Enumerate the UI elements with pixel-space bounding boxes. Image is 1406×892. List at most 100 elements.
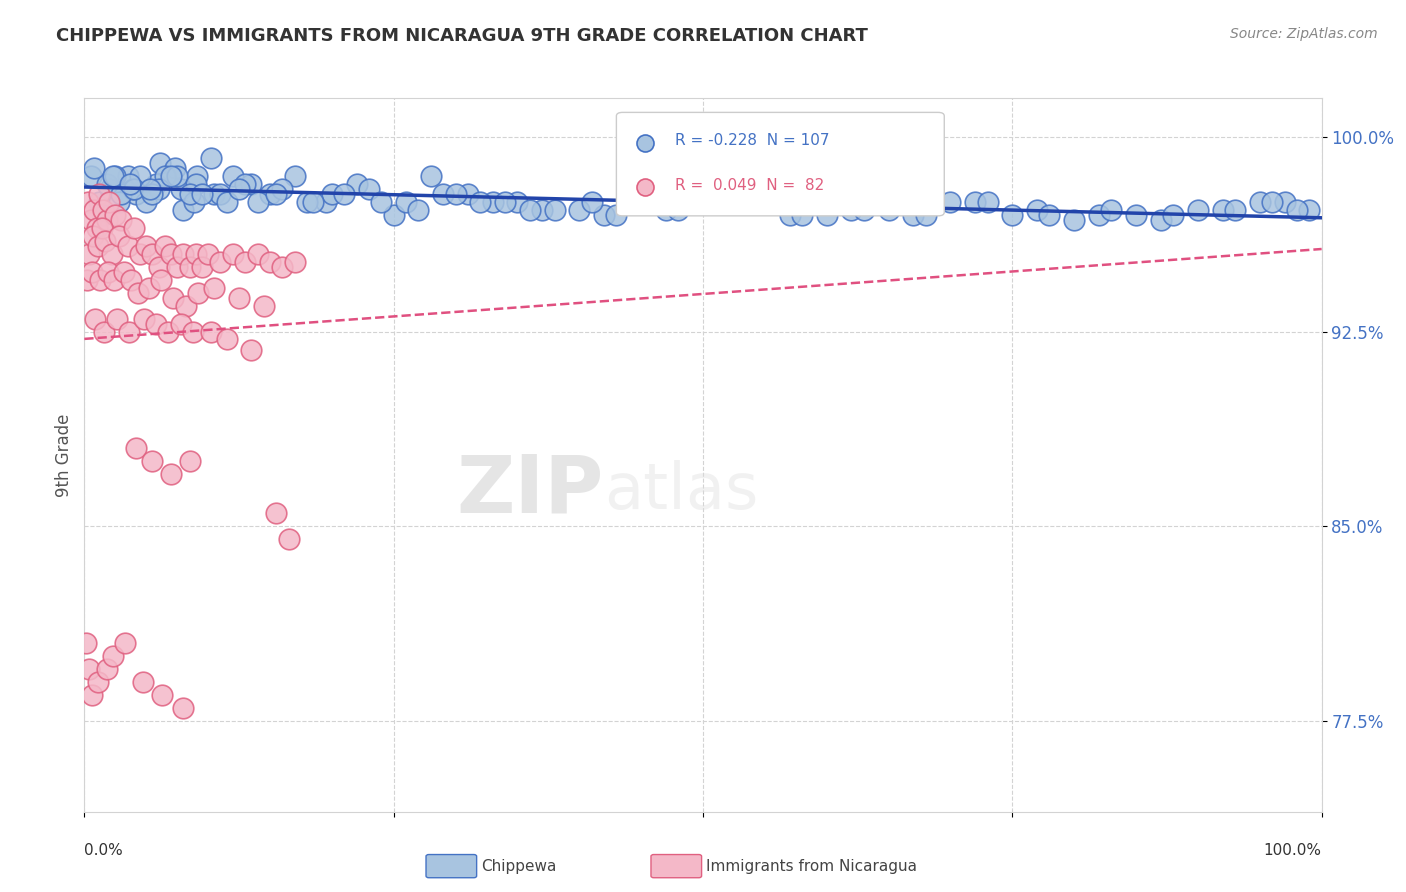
Point <box>259 187 281 202</box>
Point <box>370 194 392 209</box>
Point <box>148 260 170 274</box>
Point <box>302 194 325 209</box>
Point <box>127 285 149 300</box>
Point <box>172 247 194 261</box>
Point <box>259 254 281 268</box>
Point <box>186 169 208 183</box>
Point <box>519 202 541 217</box>
Point <box>104 208 127 222</box>
Point <box>135 239 157 253</box>
Point <box>1125 208 1147 222</box>
Text: CHIPPEWA VS IMMIGRANTS FROM NICARAGUA 9TH GRADE CORRELATION CHART: CHIPPEWA VS IMMIGRANTS FROM NICARAGUA 9T… <box>56 27 868 45</box>
Point <box>117 239 139 253</box>
Point <box>284 254 307 268</box>
Point <box>170 317 193 331</box>
Point <box>132 311 155 326</box>
Text: 0.0%: 0.0% <box>84 843 124 858</box>
Point <box>179 454 201 468</box>
Point <box>104 169 127 183</box>
Point <box>200 151 222 165</box>
Point <box>89 187 111 202</box>
Point <box>202 187 225 202</box>
Point <box>105 311 128 326</box>
Point <box>187 285 209 300</box>
Point <box>79 169 101 183</box>
Point <box>264 187 287 202</box>
Point <box>89 273 111 287</box>
Point <box>170 182 193 196</box>
Point <box>1274 194 1296 209</box>
Point <box>222 247 245 261</box>
Point <box>852 202 875 217</box>
Point <box>815 208 838 222</box>
Point <box>96 177 118 191</box>
Point <box>215 333 238 347</box>
Point <box>976 194 998 209</box>
Point <box>382 208 405 222</box>
Point <box>172 202 194 217</box>
Point <box>97 265 120 279</box>
Point <box>149 156 172 170</box>
Point <box>121 182 143 196</box>
Point <box>790 208 813 222</box>
Point <box>197 247 219 261</box>
Point <box>82 228 104 243</box>
Point <box>83 161 105 176</box>
Point <box>264 506 287 520</box>
Y-axis label: 9th Grade: 9th Grade <box>55 413 73 497</box>
Point <box>96 213 118 227</box>
Point <box>315 194 337 209</box>
Point <box>215 194 238 209</box>
Point <box>470 194 492 209</box>
Point <box>138 280 160 294</box>
Point <box>87 239 110 253</box>
Point <box>1212 202 1234 217</box>
Point <box>1063 213 1085 227</box>
Point <box>295 194 318 209</box>
Point <box>172 701 194 715</box>
Point <box>494 194 516 209</box>
Point <box>321 187 343 202</box>
Point <box>191 260 214 274</box>
Point <box>346 177 368 191</box>
Point <box>79 213 101 227</box>
Point <box>139 182 162 196</box>
Point <box>1261 194 1284 209</box>
Point <box>160 467 183 482</box>
Point <box>153 169 176 183</box>
Point <box>233 177 256 191</box>
Point <box>118 325 141 339</box>
Point <box>163 161 186 176</box>
Point <box>181 325 204 339</box>
Point <box>179 260 201 274</box>
Point <box>120 273 142 287</box>
Point <box>183 194 205 209</box>
Point <box>481 194 503 209</box>
Point <box>444 187 467 202</box>
Point <box>246 194 269 209</box>
Text: Chippewa: Chippewa <box>481 859 557 873</box>
Point <box>103 273 125 287</box>
Point <box>110 187 132 202</box>
Point <box>568 202 591 217</box>
Point <box>939 194 962 209</box>
Point <box>1099 202 1122 217</box>
Point <box>284 169 307 183</box>
Point <box>754 194 776 209</box>
Point <box>209 254 232 268</box>
Point <box>93 325 115 339</box>
FancyBboxPatch shape <box>616 112 945 216</box>
Point <box>100 247 122 261</box>
Point <box>605 208 627 222</box>
Text: 100.0%: 100.0% <box>1264 843 1322 858</box>
Point <box>91 208 114 222</box>
Point <box>1298 202 1320 217</box>
Point <box>277 533 299 547</box>
Point <box>271 260 294 274</box>
Point <box>506 194 529 209</box>
Point <box>655 202 678 217</box>
Point <box>1187 202 1209 217</box>
Point <box>117 169 139 183</box>
Point <box>91 202 114 217</box>
Text: ZIP: ZIP <box>457 451 605 530</box>
